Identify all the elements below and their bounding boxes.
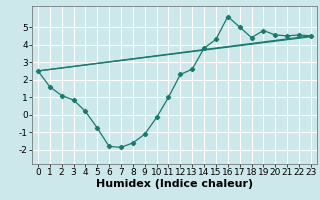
X-axis label: Humidex (Indice chaleur): Humidex (Indice chaleur): [96, 179, 253, 189]
